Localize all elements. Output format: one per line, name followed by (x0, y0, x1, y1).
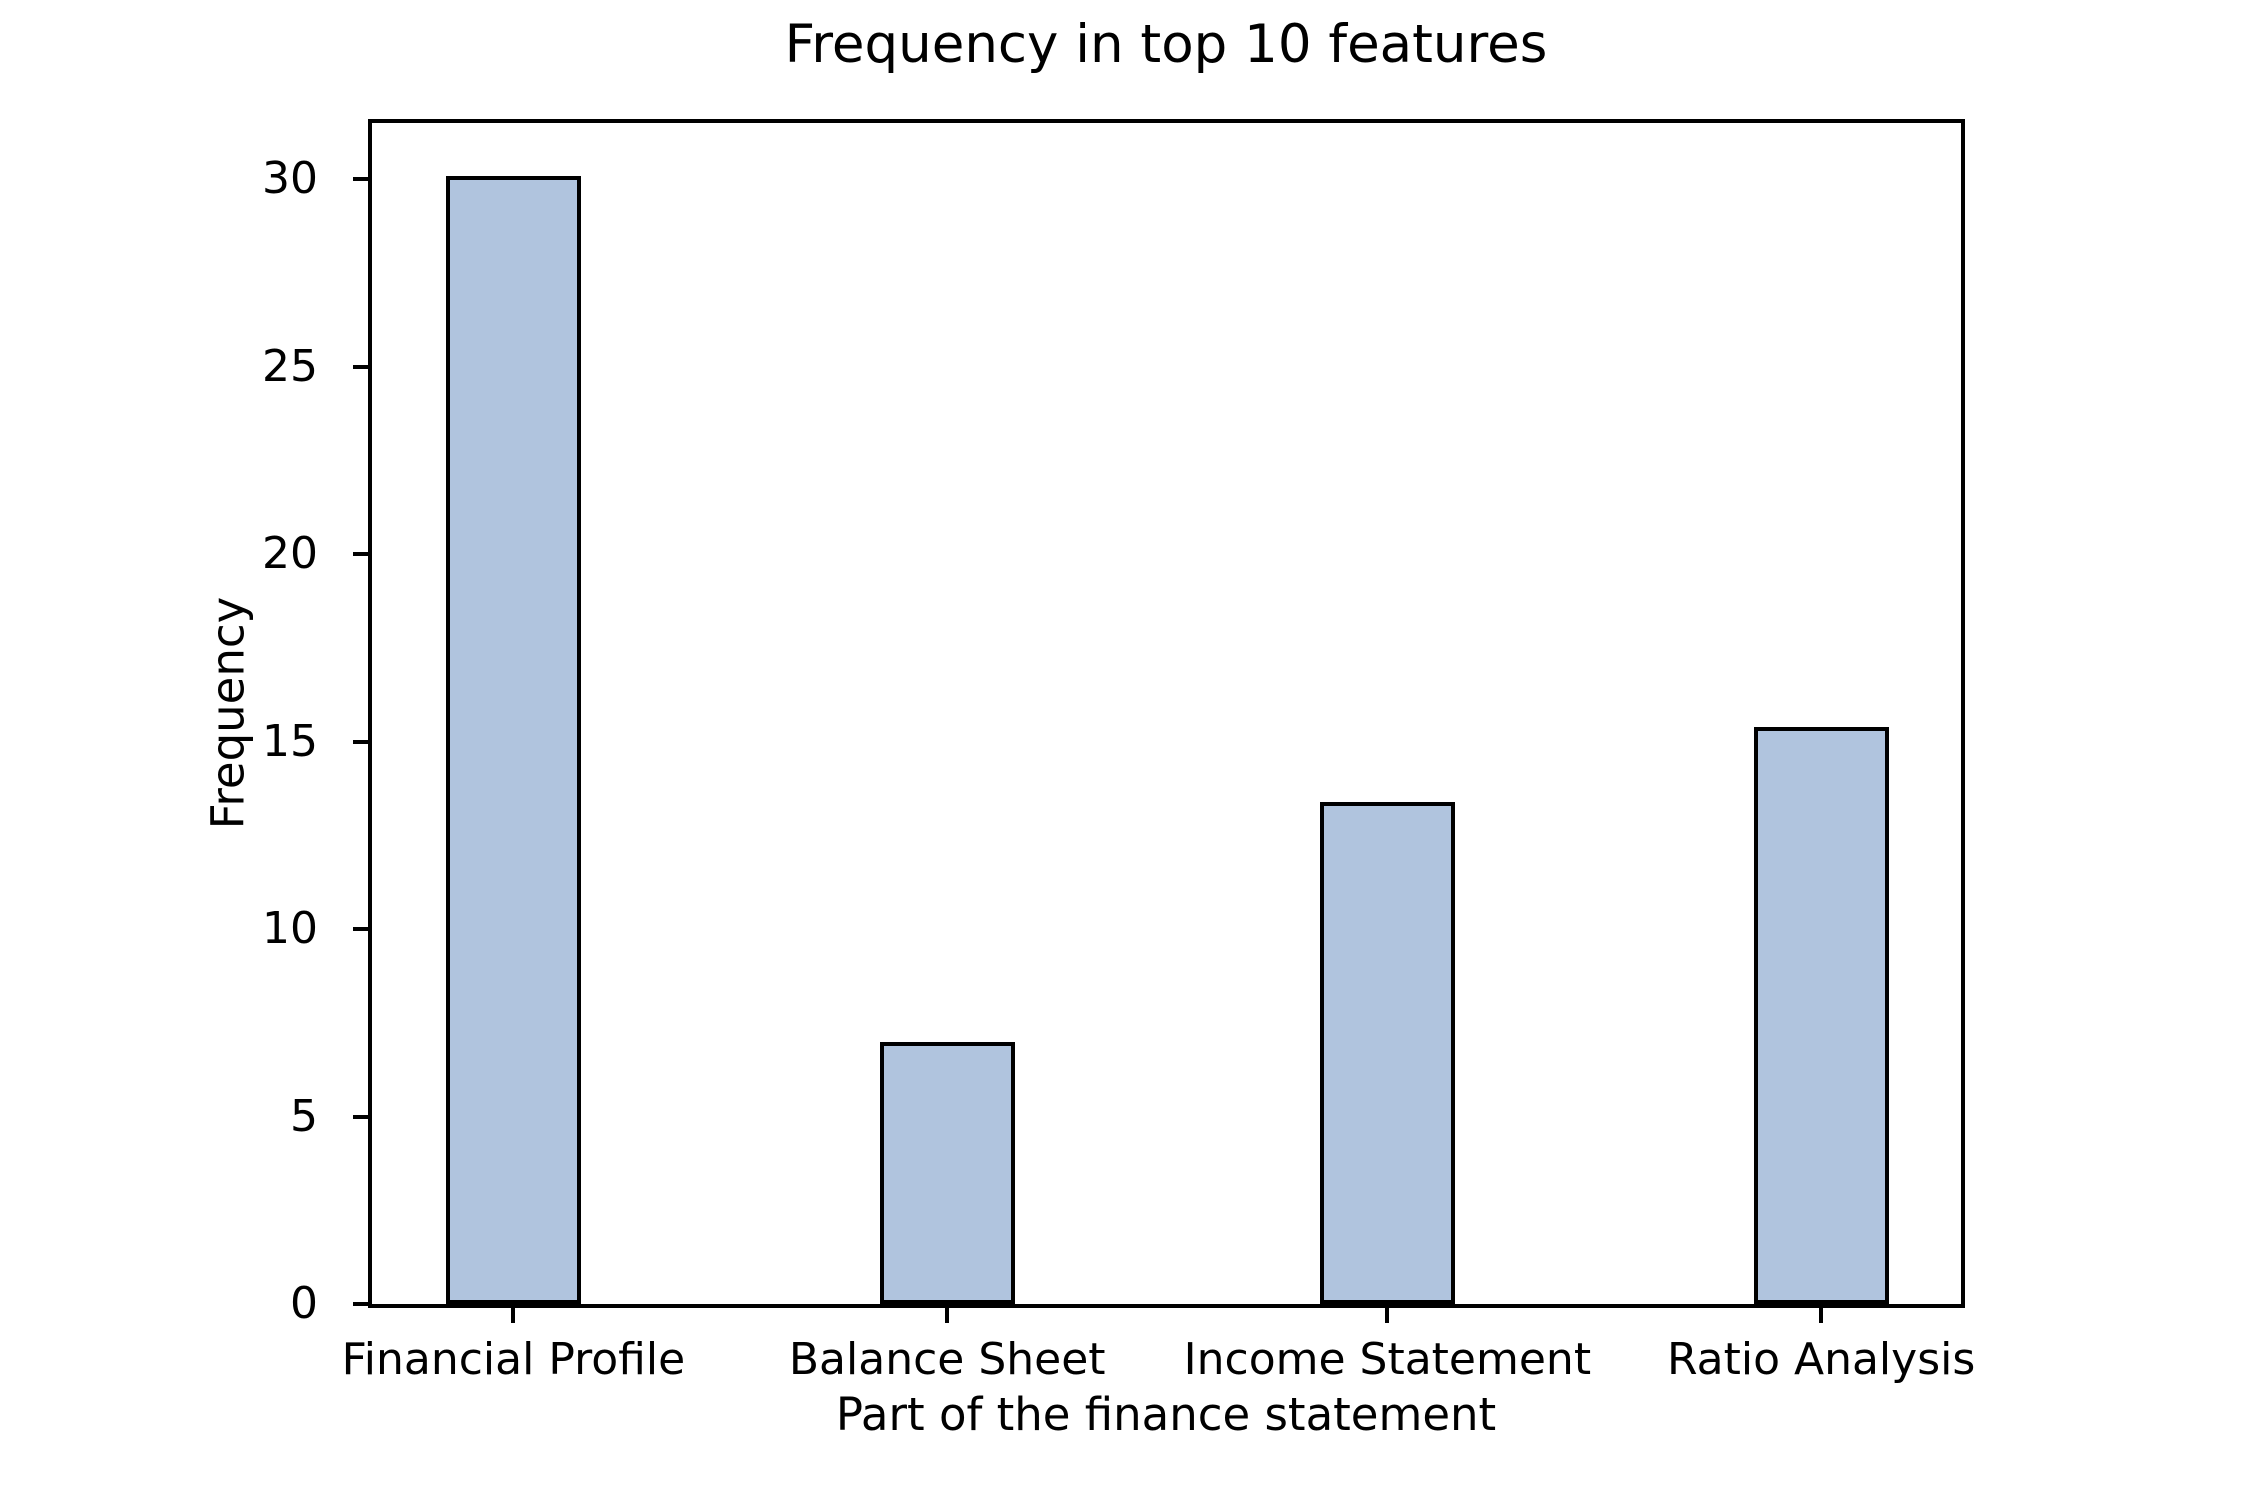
y-tick-mark (353, 177, 368, 182)
x-tick-mark (945, 1308, 950, 1323)
y-tick-label: 10 (262, 903, 318, 955)
y-tick-mark (353, 1114, 368, 1119)
x-tick-mark (511, 1308, 516, 1323)
y-tick-label: 0 (290, 1278, 318, 1329)
plot-area: 0 5 10 15 20 25 30 Financial Profile Balance She… (262, 119, 1975, 1384)
y-tick-label: 30 (262, 153, 318, 205)
y-tick-label: 25 (262, 340, 318, 392)
bar-income-statement (1319, 801, 1455, 1304)
y-tick-label: 15 (262, 715, 318, 767)
x-tick-label-financial-profile: Financial Profile (341, 1334, 686, 1385)
x-tick-mark (1819, 1308, 1824, 1323)
x-tick-label-ratio-analysis: Ratio Analysis (1667, 1334, 1976, 1385)
y-tick-label: 5 (290, 1090, 318, 1142)
bar-ratio-analysis (1753, 726, 1889, 1304)
y-tick-mark (353, 739, 368, 744)
y-tick-mark (353, 927, 368, 932)
x-axis-label: Part of the finance statement (835, 1388, 1497, 1441)
y-tick-mark (353, 1302, 368, 1306)
bar-financial-profile (445, 175, 581, 1304)
bar-balance-sheet (879, 1041, 1015, 1304)
x-tick-label-income-statement: Income Statement (1183, 1334, 1592, 1385)
y-axis-label: Frequency (201, 596, 255, 830)
y-tick-mark (353, 552, 368, 557)
chart-title: Frequency in top 10 features (784, 14, 1548, 75)
x-tick-label-balance-sheet: Balance Sheet (788, 1334, 1106, 1385)
y-tick-mark (353, 364, 368, 369)
x-tick-mark (1385, 1308, 1390, 1323)
y-tick-label: 20 (262, 528, 318, 580)
